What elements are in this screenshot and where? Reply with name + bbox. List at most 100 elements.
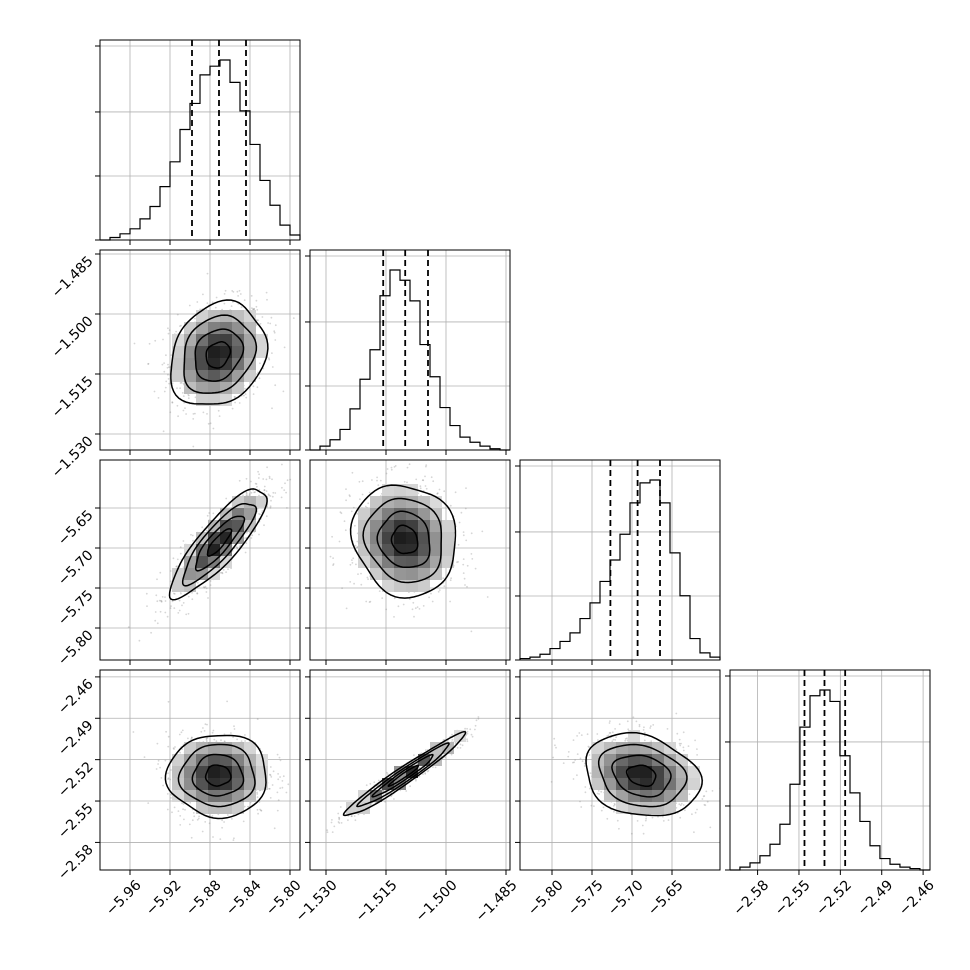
sample-point [166, 615, 169, 618]
sample-point [245, 477, 248, 480]
sample-point [432, 480, 435, 483]
contour-level-3 [181, 502, 258, 587]
sample-point [424, 772, 426, 774]
sample-point [173, 806, 176, 809]
sample-point [459, 747, 462, 749]
sample-point [436, 492, 439, 495]
sample-point [232, 839, 235, 841]
sample-point [162, 338, 164, 341]
sample-point [221, 819, 224, 822]
sample-point [190, 836, 193, 839]
sample-point [240, 740, 243, 742]
sample-point [245, 396, 248, 399]
sample-point [197, 817, 200, 820]
sample-point [196, 818, 199, 821]
sample-point [360, 572, 362, 575]
contour-level-4 [164, 734, 267, 820]
sample-point [408, 463, 411, 466]
sample-point [190, 738, 193, 741]
sample-point [349, 563, 352, 566]
sample-point [381, 597, 384, 599]
sample-point [418, 608, 421, 610]
sample-point [202, 411, 205, 414]
sample-point [403, 480, 406, 483]
density-cell [370, 544, 382, 556]
sample-point [393, 466, 396, 468]
density-cell [172, 358, 184, 370]
sample-point [164, 611, 167, 614]
sample-point [354, 544, 357, 547]
density-cell [406, 556, 418, 568]
sample-point [338, 540, 341, 543]
sample-point [462, 563, 465, 566]
sample-point [180, 324, 182, 327]
sample-point [385, 472, 388, 475]
histogram-panel-0 [95, 39, 301, 245]
density-cell [406, 568, 418, 580]
sample-point [206, 413, 208, 415]
sample-point [178, 609, 181, 612]
sample-point [183, 818, 185, 821]
sample-point [356, 545, 359, 548]
density-cell [196, 346, 208, 358]
sample-point [143, 756, 146, 758]
sample-point [332, 563, 335, 565]
density-cell [208, 370, 220, 382]
sample-point [252, 308, 255, 310]
density-cell [370, 568, 382, 580]
panel-frame [99, 459, 301, 661]
sample-point [470, 733, 473, 736]
scatter-panel-1-2 [305, 459, 511, 665]
sample-point [420, 752, 423, 754]
sample-point [196, 582, 199, 584]
density-cell [232, 508, 244, 520]
sample-point [166, 366, 169, 369]
sample-point [424, 749, 427, 751]
sample-point [168, 382, 171, 385]
contour-level-4 [349, 484, 457, 599]
sample-point [256, 386, 259, 389]
sample-point [205, 739, 208, 742]
density-cell [232, 754, 244, 766]
sample-point [390, 466, 393, 469]
sample-point [167, 777, 170, 780]
sample-point [292, 317, 295, 319]
sample-point [390, 468, 393, 471]
sample-point [265, 490, 268, 492]
sample-point [175, 565, 178, 568]
sample-point [360, 583, 363, 586]
sample-point [268, 494, 270, 497]
sample-point [333, 825, 336, 828]
sample-point [350, 510, 353, 513]
sample-point [164, 596, 166, 598]
sample-point [172, 557, 175, 560]
sample-point [371, 479, 373, 481]
sample-point [206, 302, 209, 304]
contour-level-4 [342, 730, 467, 817]
sample-point [155, 594, 158, 597]
sample-point [215, 740, 218, 742]
sample-point [274, 492, 277, 494]
sample-point [471, 558, 474, 560]
sample-point [205, 591, 208, 593]
density-cell [232, 496, 244, 508]
sample-point [176, 387, 178, 389]
sample-point [425, 465, 427, 468]
sample-point [232, 291, 235, 293]
sample-point [157, 763, 160, 765]
sample-point [338, 818, 341, 821]
sample-point [167, 772, 169, 775]
sample-point [351, 562, 354, 564]
sample-point [356, 546, 358, 549]
sample-point [209, 584, 212, 586]
sample-point [341, 587, 343, 590]
sample-point [259, 808, 261, 811]
sample-point [269, 774, 272, 777]
sample-point [443, 490, 446, 493]
sample-point [194, 317, 196, 320]
sample-point [261, 510, 264, 512]
density-cell [232, 532, 244, 544]
sample-point [221, 572, 224, 575]
sample-point [462, 558, 465, 560]
sample-point [271, 495, 274, 498]
